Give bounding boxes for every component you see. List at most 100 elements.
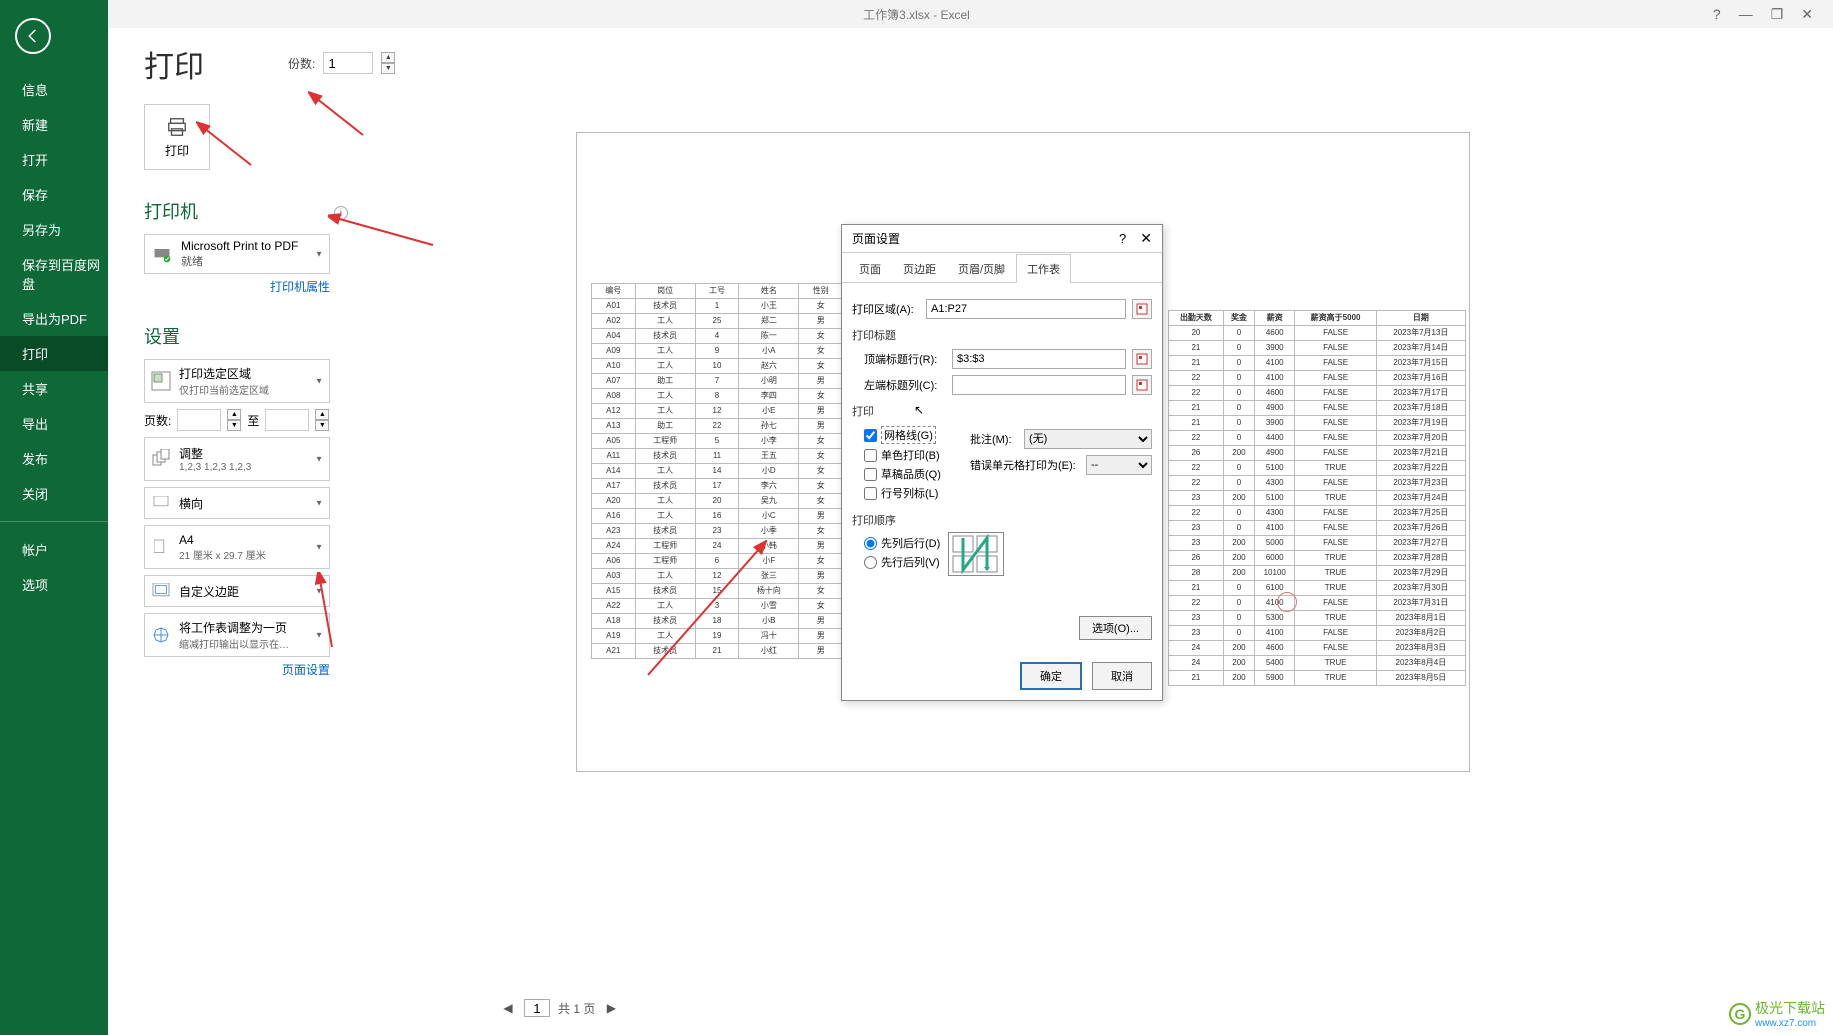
sidebar-item-print[interactable]: 打印 <box>0 336 108 371</box>
sidebar-item-info[interactable]: 信息 <box>0 72 108 107</box>
table-cell: 5000 <box>1255 536 1295 551</box>
ok-button[interactable]: 确定 <box>1020 662 1082 690</box>
spinner-down-icon[interactable]: ▼ <box>381 63 395 74</box>
tab-header-footer[interactable]: 页眉/页脚 <box>947 254 1016 283</box>
collate-icon <box>151 449 171 469</box>
table-cell: 22 <box>1169 371 1224 386</box>
table-cell: 2023年7月28日 <box>1376 551 1465 566</box>
range-picker-icon[interactable] <box>1132 299 1152 319</box>
print-area-input[interactable] <box>926 299 1126 319</box>
pages-from-spinner[interactable]: ▲▼ <box>227 409 241 431</box>
sidebar-item-account[interactable]: 帐户 <box>0 532 108 567</box>
table-cell: A16 <box>592 509 636 524</box>
sidebar-item-export[interactable]: 导出 <box>0 406 108 441</box>
printer-selector[interactable]: Microsoft Print to PDF 就绪 ▼ <box>144 234 330 274</box>
tab-page[interactable]: 页面 <box>848 254 892 283</box>
table-cell: 0 <box>1223 581 1254 596</box>
cancel-button[interactable]: 取消 <box>1092 662 1152 690</box>
page-setup-link[interactable]: 页面设置 <box>144 661 330 678</box>
orientation-selector[interactable]: 横向 ▼ <box>144 487 330 519</box>
print-what-selector[interactable]: 打印选定区域 仅打印当前选定区域 ▼ <box>144 359 330 403</box>
minimize-icon[interactable]: — <box>1739 6 1753 23</box>
printer-info-icon[interactable]: i <box>334 206 348 220</box>
sidebar-item-saveas[interactable]: 另存为 <box>0 212 108 247</box>
errors-select[interactable]: -- <box>1086 455 1152 475</box>
paper-size-selector[interactable]: A4 21 厘米 x 29.7 厘米 ▼ <box>144 525 330 569</box>
sidebar-item-close[interactable]: 关闭 <box>0 476 108 511</box>
close-icon[interactable]: ✕ <box>1801 6 1813 23</box>
help-icon[interactable]: ? <box>1713 6 1721 23</box>
restore-icon[interactable]: ❐ <box>1771 6 1784 23</box>
range-picker-icon[interactable] <box>1132 375 1152 395</box>
table-row: A05工程师5小李女 <box>592 434 843 449</box>
table-cell: 工人 <box>635 464 695 479</box>
table-cell: 男 <box>799 644 843 659</box>
tab-margins[interactable]: 页边距 <box>892 254 947 283</box>
copies-input[interactable] <box>323 52 373 74</box>
top-row-input[interactable] <box>952 349 1126 369</box>
sidebar-item-publish[interactable]: 发布 <box>0 441 108 476</box>
table-cell: FALSE <box>1295 521 1376 536</box>
prev-page-button[interactable]: ◀ <box>500 1000 516 1016</box>
table-cell: 26 <box>1169 551 1224 566</box>
table-cell: 19 <box>695 629 739 644</box>
table-cell: 工人 <box>635 404 695 419</box>
table-cell: 3 <box>695 599 739 614</box>
bw-checkbox[interactable] <box>864 449 877 462</box>
table-row: 2104900FALSE2023年7月18日 <box>1169 401 1466 416</box>
print-button[interactable]: 打印 <box>144 104 210 170</box>
gridlines-checkbox[interactable] <box>864 429 877 442</box>
dialog-help-icon[interactable]: ? <box>1119 231 1126 246</box>
table-cell: TRUE <box>1295 551 1376 566</box>
table-cell: A04 <box>592 329 636 344</box>
table-cell: 小李 <box>739 434 799 449</box>
table-cell: 6000 <box>1255 551 1295 566</box>
current-page-input[interactable] <box>524 999 550 1017</box>
print-what-title: 打印选定区域 <box>179 365 269 382</box>
table-cell: 21 <box>1169 671 1224 686</box>
next-page-button[interactable]: ▶ <box>603 1000 619 1016</box>
table-cell: 工人 <box>635 494 695 509</box>
table-cell: 22 <box>1169 596 1224 611</box>
sidebar-item-open[interactable]: 打开 <box>0 142 108 177</box>
printer-properties-link[interactable]: 打印机属性 <box>144 278 330 295</box>
table-cell: 2023年7月31日 <box>1376 596 1465 611</box>
table-cell: 工人 <box>635 569 695 584</box>
rowcol-checkbox[interactable] <box>864 487 877 500</box>
sidebar-item-options[interactable]: 选项 <box>0 567 108 602</box>
down-over-radio[interactable] <box>864 537 877 550</box>
table-cell: 2023年7月17日 <box>1376 386 1465 401</box>
margins-selector[interactable]: 自定义边距 ▼ <box>144 575 330 607</box>
sidebar-item-save[interactable]: 保存 <box>0 177 108 212</box>
table-row: A20工人20吴九女 <box>592 494 843 509</box>
table-row: 2103900FALSE2023年7月14日 <box>1169 341 1466 356</box>
options-button[interactable]: 选项(O)... <box>1079 616 1152 640</box>
print-what-sub: 仅打印当前选定区域 <box>179 382 269 397</box>
table-cell: 7 <box>695 374 739 389</box>
sidebar-item-baidu[interactable]: 保存到百度网盘 <box>0 247 108 301</box>
left-col-input[interactable] <box>952 375 1126 395</box>
pages-to-spinner[interactable]: ▲▼ <box>315 409 329 431</box>
table-cell: 200 <box>1223 536 1254 551</box>
table-cell: 0 <box>1223 401 1254 416</box>
draft-checkbox[interactable] <box>864 468 877 481</box>
sidebar-item-export-pdf[interactable]: 导出为PDF <box>0 301 108 336</box>
table-cell: 25 <box>695 314 739 329</box>
spinner-up-icon[interactable]: ▲ <box>381 52 395 63</box>
range-picker-icon[interactable] <box>1132 349 1152 369</box>
pages-to-input[interactable] <box>265 409 309 431</box>
sidebar-item-share[interactable]: 共享 <box>0 371 108 406</box>
pages-from-input[interactable] <box>177 409 221 431</box>
comments-select[interactable]: (无) <box>1024 429 1152 449</box>
collate-selector[interactable]: 调整 1,2,3 1,2,3 1,2,3 ▼ <box>144 437 330 481</box>
dialog-close-icon[interactable]: ✕ <box>1140 230 1152 247</box>
back-button[interactable] <box>15 18 51 54</box>
table-cell: 2023年7月23日 <box>1376 476 1465 491</box>
tab-sheet[interactable]: 工作表 <box>1016 254 1071 283</box>
table-cell: 14 <box>695 464 739 479</box>
over-down-radio[interactable] <box>864 556 877 569</box>
scaling-selector[interactable]: 将工作表调整为一页 缩减打印输出以显示在… ▼ <box>144 613 330 657</box>
copies-spinner[interactable]: ▲ ▼ <box>381 52 395 74</box>
sidebar-item-new[interactable]: 新建 <box>0 107 108 142</box>
table-cell: 200 <box>1223 656 1254 671</box>
